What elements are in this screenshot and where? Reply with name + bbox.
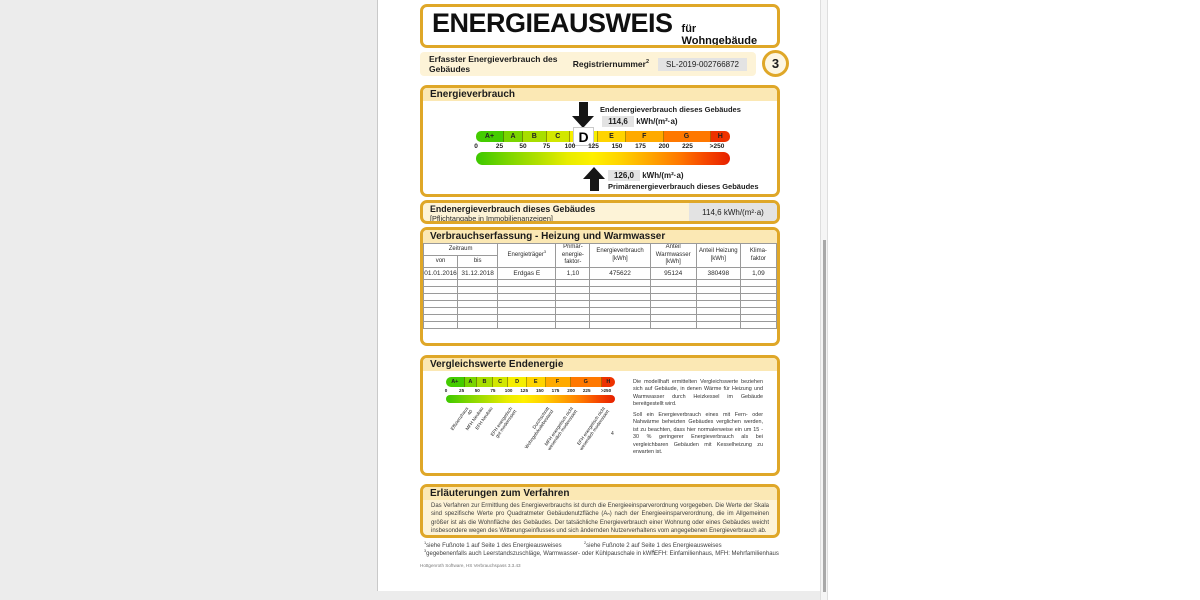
- law-reference: gemäß den §§ 16 ff. Energieeinsparverord…: [432, 46, 768, 48]
- table-row-empty: [423, 286, 777, 294]
- col-zeitraum: Zeitraum: [423, 243, 499, 256]
- end-energy-label: Endenergieverbrauch dieses Gebäudes: [600, 105, 741, 114]
- col-bis: bis: [457, 255, 499, 268]
- efficiency-class-band: A+ A B C E F G H: [476, 131, 730, 142]
- consumption-table: Zeitraum Energieträger3 Primär- energie-…: [423, 243, 777, 329]
- law-date: 18. November 2013: [623, 46, 695, 48]
- consumption-table-section: Verbrauchserfassung - Heizung und Warmwa…: [420, 227, 780, 346]
- current-class-marker: D: [573, 127, 594, 146]
- col-anteil-heizung: Anteil Heizung [kWh]: [695, 243, 741, 268]
- table-row-empty: [423, 279, 777, 287]
- explanation-section: Erläuterungen zum Verfahren Das Verfahre…: [420, 484, 780, 538]
- primary-energy-arrow-icon: [590, 179, 599, 191]
- record-type-label: Erfasster Energieverbrauch des Gebäudes: [429, 54, 558, 74]
- title-box: ENERGIEAUSWEIS für Wohngebäude gemäß den…: [420, 4, 780, 48]
- footnote-marker-1: 1: [613, 44, 616, 48]
- comparison-labels: Effizienzhaus 40 MFH Neubau EFH Neubau E…: [449, 406, 611, 452]
- document-subtitle: für Wohngebäude: [681, 23, 758, 47]
- comparison-tick-labels: 0 25 50 75 100 125 150 175 200 225 >250: [444, 388, 612, 393]
- col-klimafaktor: Klima- faktor: [739, 243, 777, 268]
- col-primaerenergiefaktor: Primär- energie- faktor-: [555, 243, 591, 268]
- comparison-section: Vergleichswerte Endenergie A+ A B C D E …: [420, 355, 780, 476]
- section-title: Energieverbrauch: [423, 88, 777, 101]
- comparison-explanation: Die modellhaft ermittelten Vergleichswer…: [633, 379, 763, 456]
- page-number-badge: 3: [762, 50, 789, 77]
- section-title: Erläuterungen zum Verfahren: [423, 487, 777, 500]
- scrollbar-thumb[interactable]: [823, 240, 826, 592]
- primary-energy-arrowhead-icon: [583, 167, 605, 179]
- col-anteil-warmwasser: Anteil Warmwasser [kWh]: [649, 243, 697, 268]
- col-von: von: [423, 255, 459, 268]
- meta-box: Erfasster Energieverbrauch des Gebäudes …: [420, 52, 756, 76]
- document-title: ENERGIEAUSWEIS: [432, 8, 673, 38]
- table-row-empty: [423, 321, 777, 329]
- col-energietraeger: Energieträger3: [497, 243, 557, 268]
- end-energy-summary: Endenergieverbrauch dieses Gebäudes [Pfl…: [420, 200, 780, 224]
- col-energieverbrauch: Energieverbrauch [kWh]: [589, 243, 651, 268]
- end-energy-arrow-icon: [579, 102, 588, 116]
- primary-energy-label: Primärenergieverbrauch dieses Gebäudes: [608, 182, 759, 191]
- primary-energy-value: 126,0 kWh/(m²·a): [608, 170, 684, 181]
- summary-value: 114,6 kWh/(m²·a): [689, 203, 777, 221]
- footnote-marker-2: 2: [645, 59, 650, 66]
- section-title: Verbrauchserfassung - Heizung und Warmwa…: [423, 230, 777, 243]
- footnotes: 1 siehe Fußnote 1 auf Seite 1 des Energi…: [424, 540, 779, 557]
- footnote-marker-3: 3: [543, 248, 547, 254]
- section-title: Vergleichswerte Endenergie: [423, 358, 777, 371]
- table-row-empty: [423, 293, 777, 301]
- document-page: ENERGIEAUSWEIS für Wohngebäude gemäß den…: [378, 0, 820, 591]
- energieverbrauch-section: Energieverbrauch Endenergieverbrauch die…: [420, 85, 780, 197]
- table-row-empty: [423, 307, 777, 315]
- registry-label: Registriernummer2: [572, 59, 650, 69]
- footnote-marker-4: 4: [611, 431, 614, 437]
- scrollbar-track[interactable]: [820, 0, 828, 600]
- summary-title: Endenergieverbrauch dieses Gebäudes: [430, 204, 596, 214]
- energy-scale-bar: [476, 152, 730, 165]
- registry-number: SL-2019-002766872: [658, 57, 747, 71]
- explanation-text: Das Verfahren zur Ermittlung des Energie…: [431, 503, 769, 535]
- scale-tick-labels: 0 25 50 75 100 125 150 175 200 225 >250: [474, 143, 725, 150]
- end-energy-arrowhead-icon: [572, 116, 594, 128]
- summary-subtitle: [Pflichtangabe in Immobilienanzeigen]: [430, 214, 553, 223]
- software-credit: Hottgenroth Software, HS Verbrauchspass …: [420, 563, 521, 568]
- comparison-class-band: A+ A B C D E F G H: [446, 377, 615, 387]
- table-row-empty: [423, 314, 777, 322]
- table-row-empty: [423, 300, 777, 308]
- end-energy-value: 114,6 kWh/(m²·a): [602, 116, 678, 127]
- comparison-scale-bar: [446, 395, 615, 403]
- table-row: 01.01.2016 31.12.2018 Erdgas E 1,10 4756…: [423, 267, 777, 280]
